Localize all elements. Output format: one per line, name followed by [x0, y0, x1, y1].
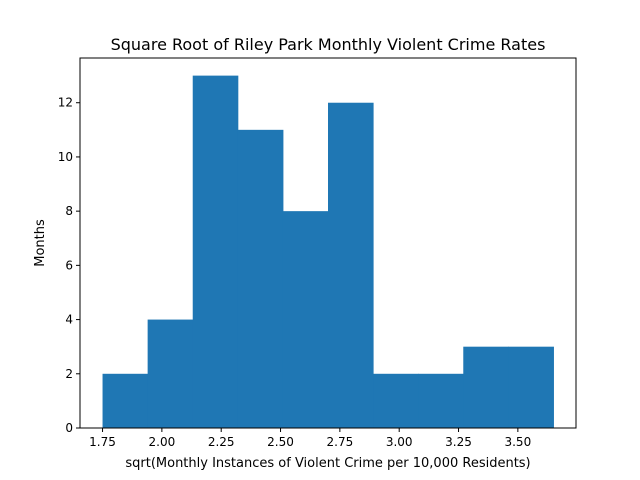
histogram-bar	[102, 373, 149, 428]
y-axis-ticks: 0 2 4 6 8 10 12	[58, 96, 80, 435]
x-tick-label: 2.25	[208, 435, 235, 449]
chart-title: Square Root of Riley Park Monthly Violen…	[111, 35, 546, 54]
histogram-bar	[508, 346, 554, 428]
histogram-bar	[328, 102, 374, 428]
histogram-bar	[147, 319, 194, 428]
y-tick-label: 12	[58, 96, 73, 110]
x-axis-label: sqrt(Monthly Instances of Violent Crime …	[125, 456, 530, 471]
y-tick-label: 10	[58, 150, 73, 164]
y-tick-label: 2	[65, 367, 73, 381]
x-tick-label: 2.75	[327, 435, 354, 449]
histogram-bar	[418, 373, 464, 428]
x-axis-ticks: 1.75 2.00 2.25 2.50 2.75 3.00 3.25 3.50	[89, 428, 531, 449]
x-tick-label: 2.50	[267, 435, 294, 449]
y-tick-label: 6	[65, 258, 73, 272]
x-tick-label: 3.00	[386, 435, 413, 449]
bars-group	[102, 75, 554, 429]
histogram-bar	[463, 346, 509, 428]
y-tick-label: 8	[65, 204, 73, 218]
y-tick-label: 0	[65, 421, 73, 435]
x-tick-label: 1.75	[89, 435, 116, 449]
y-tick-label: 4	[65, 313, 73, 327]
x-tick-label: 3.25	[445, 435, 472, 449]
x-tick-label: 3.50	[504, 435, 531, 449]
axes-frame	[79, 57, 577, 429]
histogram-bar	[282, 211, 329, 428]
histogram-bar	[192, 75, 239, 428]
x-tick-label: 2.00	[149, 435, 176, 449]
y-axis-label: Months	[33, 219, 48, 267]
histogram-bar	[237, 129, 284, 429]
histogram-bar	[373, 373, 419, 428]
